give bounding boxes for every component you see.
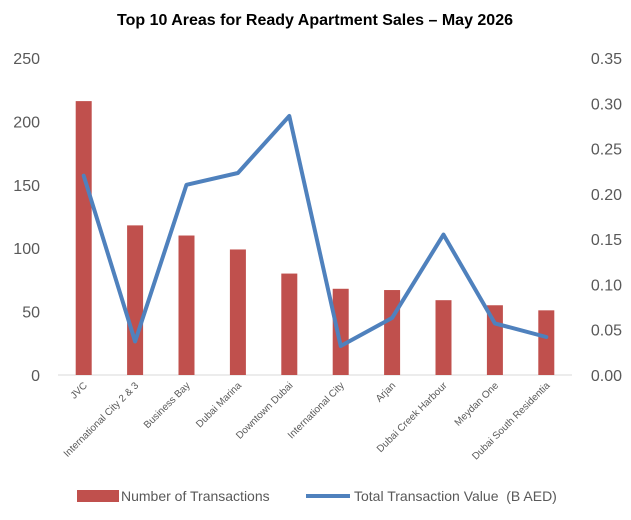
bar-transactions [281, 273, 298, 375]
left-tick-label: 50 [22, 305, 40, 322]
chart-title: Top 10 Areas for Ready Apartment Sales –… [117, 12, 513, 29]
value-point [288, 115, 290, 117]
right-tick-label: 0.15 [591, 232, 622, 249]
value-point [237, 172, 239, 174]
right-tick-label: 0.20 [591, 187, 622, 204]
value-point [391, 317, 393, 319]
bar-transactions [229, 249, 246, 375]
bar-transactions [435, 300, 452, 375]
bar-transactions [178, 235, 195, 375]
category-label: International City [286, 380, 347, 441]
category-label: Arjan [374, 380, 398, 404]
value-point [83, 175, 85, 177]
legend-transactions-label: Number of Transactions [121, 488, 270, 504]
category-label: JVC [69, 380, 90, 401]
left-tick-label: 200 [13, 114, 40, 131]
legend: Number of Transactions Total Transaction… [77, 488, 557, 504]
bar-transactions [75, 101, 92, 375]
value-point [340, 345, 342, 347]
category-label: Dubai Marina [194, 380, 244, 430]
bar-series-transactions [75, 101, 555, 375]
right-tick-label: 0.30 [591, 96, 622, 113]
right-tick-label: 0.00 [591, 368, 622, 385]
value-point [494, 322, 496, 324]
category-label: Business Bay [142, 380, 193, 431]
category-label: Meydan One [453, 380, 502, 429]
left-axis-ticks: 0 50 100 150 200 250 [13, 51, 40, 385]
right-tick-label: 0.10 [591, 277, 622, 294]
value-point [186, 184, 187, 186]
bar-transactions [332, 288, 349, 375]
value-point [545, 336, 547, 338]
right-tick-label: 0.35 [591, 51, 622, 68]
legend-bar-swatch [77, 490, 119, 502]
value-line [81, 114, 549, 348]
bar-transactions [538, 310, 555, 375]
value-point [134, 340, 136, 342]
left-tick-label: 150 [13, 178, 40, 195]
left-tick-label: 100 [13, 241, 40, 258]
right-tick-label: 0.25 [591, 142, 622, 159]
bar-transactions [127, 225, 144, 375]
right-tick-label: 0.05 [591, 323, 622, 340]
legend-value-label: Total Transaction Value (B AED) [354, 488, 557, 504]
left-tick-label: 0 [31, 368, 40, 385]
value-point [443, 234, 444, 236]
line-series-value [81, 114, 549, 348]
bar-transactions [384, 290, 401, 375]
left-tick-label: 250 [13, 51, 40, 68]
right-axis-ticks: 0.00 0.05 0.10 0.15 0.20 0.25 0.30 0.35 [591, 51, 622, 385]
